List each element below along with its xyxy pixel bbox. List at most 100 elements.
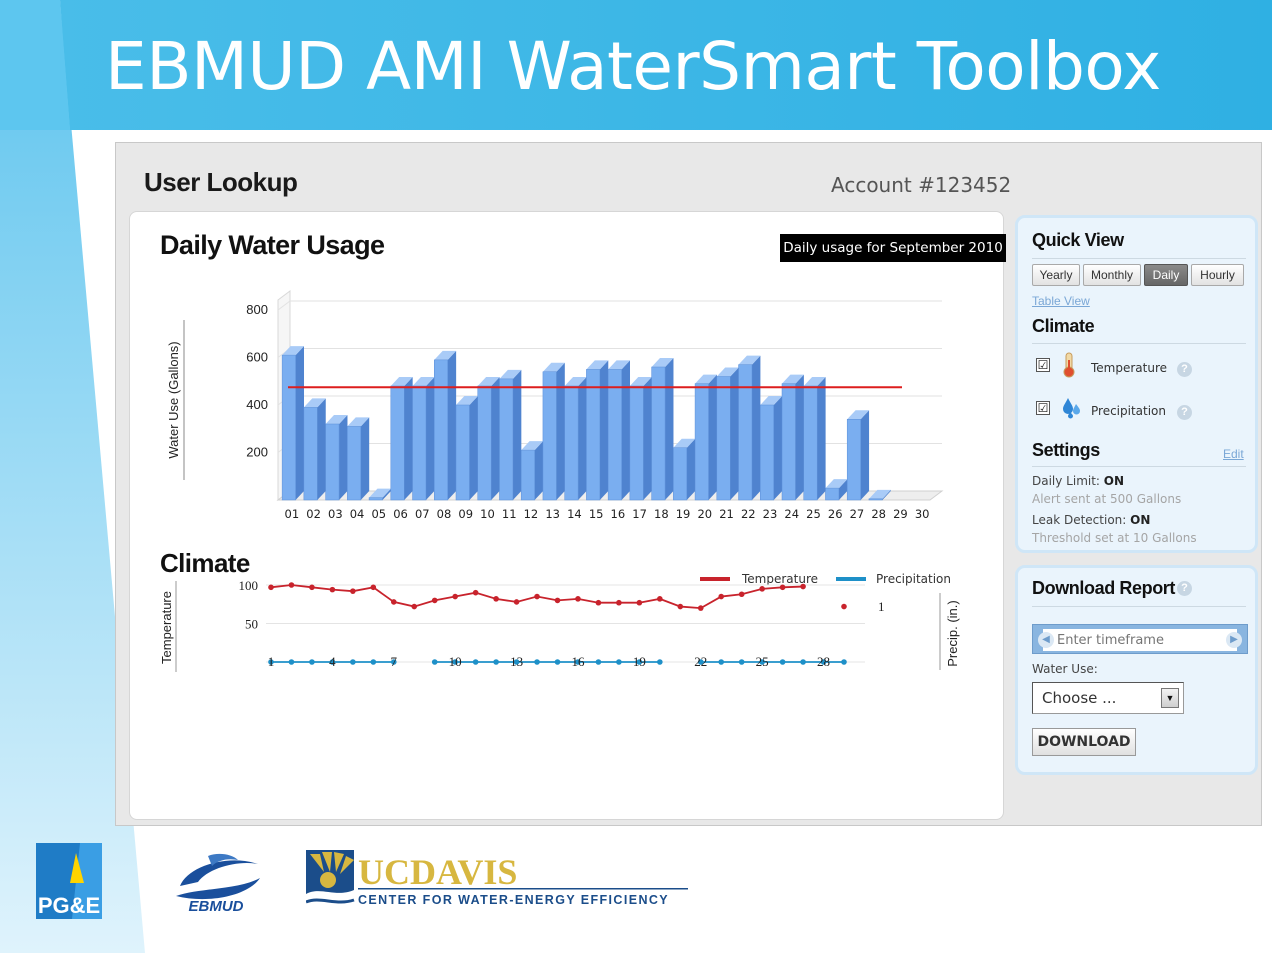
bar [542,371,557,501]
data-point-precipitation [370,659,377,665]
bar-side [556,362,565,500]
data-point-temperature [452,593,458,600]
download-button[interactable]: DOWNLOAD [1032,728,1136,756]
account-number: Account #123452 [831,173,1012,197]
precipitation-checkbox[interactable]: ☑ [1036,401,1050,415]
data-point-temperature [595,599,602,606]
data-point-precipitation [820,659,827,665]
x-tick-label: 4 [329,654,336,669]
bar-side [730,367,739,500]
divider [1032,606,1246,607]
bar [738,364,753,501]
data-point-precipitation [472,659,479,665]
x-tick-label: 21 [719,507,734,521]
y-axis-label-left: Temperature [159,591,174,664]
bar [868,498,883,501]
next-arrow-icon[interactable]: ▶ [1226,632,1242,648]
bar [694,383,709,501]
data-point-temperature [288,582,295,588]
bar [499,378,514,501]
bar-side [795,374,804,500]
bar-side [599,360,609,500]
x-tick-label: 09 [458,507,473,521]
bar-top [521,441,544,451]
x-tick-label: 16 [571,654,585,669]
timeframe-picker: ◀ ▶ [1032,624,1248,654]
bar-side [578,377,587,500]
timeframe-input[interactable] [1043,629,1237,651]
bar [607,369,622,501]
bar-top [716,367,739,377]
table-view-link[interactable]: Table View [1032,294,1090,308]
water-use-select[interactable]: Choose ... ▼ [1032,682,1184,714]
data-point-temperature [472,589,479,596]
quick-view-title: Quick View [1032,230,1124,250]
bar-side [817,377,826,500]
edit-settings-link[interactable]: Edit [1223,447,1244,461]
data-point-precipitation [636,659,643,665]
bar-side [512,369,522,500]
data-point-temperature [677,603,684,610]
x-tick-label: 02 [306,507,321,521]
segment-daily[interactable]: Daily [1144,264,1188,286]
divider [1032,343,1246,344]
data-point-temperature [718,593,725,600]
daily-limit-setting: Daily Limit: ON [1032,474,1125,488]
ebmud-logo-text: EBMUD [189,898,244,914]
y-axis-label-right: Precip. (in.) [945,600,960,666]
data-point-precipitation [350,659,356,665]
bar [716,376,731,501]
segment-monthly[interactable]: Monthly [1083,264,1141,286]
help-icon[interactable]: ? [1177,362,1192,377]
bar-side [339,415,348,500]
bar [368,497,383,501]
bar-side [491,377,500,500]
data-point-precipitation [493,659,499,665]
daily-usage-chart: 200 400 600 800 Water Use (Gallons) 01 02 03 04 0… [166,290,944,521]
data-point-precipitation [329,659,336,665]
x-tick-label: 22 [741,507,756,521]
x-tick-label: 11 [502,507,517,521]
bar-side [426,377,435,500]
data-point-temperature [309,584,315,591]
data-point-temperature [779,584,786,591]
data-point-temperature [493,596,499,602]
data-point-precipitation [390,659,397,665]
app-window: User Lookup Account #123452 Daily Water … [115,142,1262,826]
bar [390,385,405,501]
right-tick-label: 1 [878,599,885,614]
chevron-down-icon[interactable]: ▼ [1161,688,1179,708]
segment-hourly[interactable]: Hourly [1191,264,1244,286]
y-axis-label: Water Use (Gallons) [166,341,181,458]
select-value: Choose ... [1042,689,1117,707]
y-tick-label: 600 [246,350,268,365]
usage-title: Daily Water Usage [160,230,385,260]
bar-top [608,360,631,370]
ucdavis-logo: UCDAVIS CENTER FOR WATER-ENERGY EFFICIEN… [306,850,688,910]
data-point-temperature [841,603,847,610]
climate-section-title: Climate [1032,316,1095,336]
temperature-checkbox[interactable]: ☑ [1036,358,1050,372]
y-tick-label: 100 [239,578,259,593]
leak-detection-sub: Threshold set at 10 Gallons [1032,531,1197,545]
bar-top [499,369,522,379]
data-point-temperature [616,599,622,606]
data-point-precipitation [657,659,663,665]
bar [434,359,448,501]
segment-yearly[interactable]: Yearly [1032,264,1080,286]
x-tick-label: 1 [268,654,275,669]
bar [825,487,840,501]
settings-title: Settings [1032,440,1100,460]
divider [1032,466,1246,467]
help-icon[interactable]: ? [1177,581,1192,596]
data-point-precipitation [268,659,274,665]
bar [455,404,470,501]
x-tick-label: 01 [285,507,300,521]
bar [281,354,296,501]
page-title: User Lookup [144,167,298,197]
prev-arrow-icon[interactable]: ◀ [1038,632,1054,648]
help-icon[interactable]: ? [1177,405,1192,420]
bar-side [708,374,717,500]
data-point-precipitation [759,659,765,665]
data-point-temperature [738,591,745,598]
